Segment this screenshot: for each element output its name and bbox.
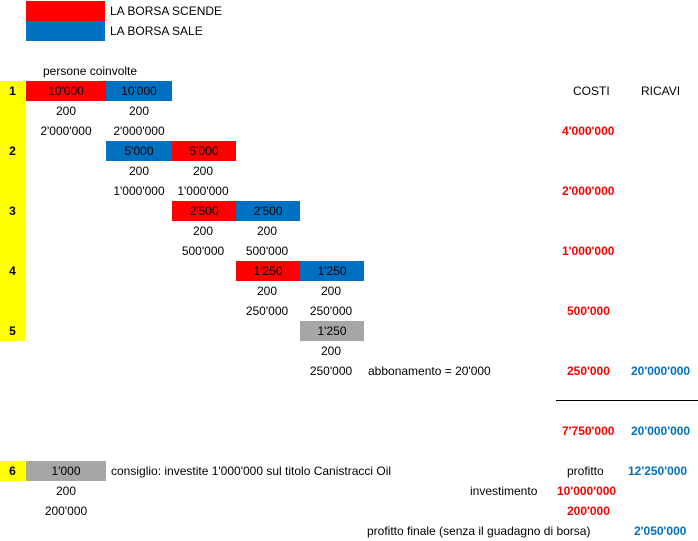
row4-amount-a: 250'000 <box>245 304 289 318</box>
row6-neutral-cell: 1'000 <box>26 461 106 481</box>
row3-count-b: 200 <box>256 224 278 238</box>
row2-count-b: 200 <box>192 164 214 178</box>
row-marker-column <box>0 81 25 341</box>
row4-amount-b: 250'000 <box>309 304 353 318</box>
investment-value: 10'000'000 <box>557 484 617 498</box>
row2-amount-b: 1'000'000 <box>177 184 229 198</box>
extra-cost: 200'000 <box>567 504 610 518</box>
row4-up-cell: 1'250 <box>300 261 364 281</box>
row4-down-cell: 1'250 <box>236 261 300 281</box>
costs-header: COSTI <box>573 84 610 98</box>
row-number-4: 4 <box>9 264 16 278</box>
revenue-header: RICAVI <box>641 84 681 98</box>
row5-amount-a: 250'000 <box>309 364 353 378</box>
row6-count-a: 200 <box>55 484 77 498</box>
row3-count-a: 200 <box>192 224 214 238</box>
row3-cost: 1'000'000 <box>562 244 615 258</box>
row1-amount-b: 2'000'000 <box>113 124 165 138</box>
legend-up-swatch <box>26 21 105 41</box>
row4-cost: 500'000 <box>567 304 610 318</box>
row1-down-cell: 10'000 <box>26 81 106 101</box>
profit-label: profitto <box>567 464 604 478</box>
row3-down-cell: 2'500 <box>172 201 236 221</box>
row2-down-cell: 5'000 <box>172 141 236 161</box>
row-number-5: 5 <box>9 324 16 338</box>
row2-count-a: 200 <box>128 164 150 178</box>
row1-cost: 4'000'000 <box>562 124 615 138</box>
profit-value: 12'250'000 <box>628 464 688 478</box>
row1-count-a: 200 <box>55 104 77 118</box>
row3-up-cell: 2'500 <box>236 201 300 221</box>
advice-note: consiglio: investite 1'000'000 sul titol… <box>111 464 392 478</box>
row5-count-a: 200 <box>320 344 342 358</box>
final-profit-label: profitto finale (senza il guadagno di bo… <box>367 524 591 538</box>
row2-amount-a: 1'000'000 <box>113 184 165 198</box>
legend-down-swatch <box>26 1 105 21</box>
row2-cost: 2'000'000 <box>562 184 615 198</box>
row4-count-a: 200 <box>256 284 278 298</box>
row1-count-b: 200 <box>128 104 150 118</box>
subscription-note: abbonamento = 20'000 <box>368 364 491 378</box>
row-number-3: 3 <box>9 204 16 218</box>
row-number-2: 2 <box>9 144 16 158</box>
row5-cost: 250'000 <box>567 364 610 378</box>
row3-amount-a: 500'000 <box>181 244 225 258</box>
row4-count-b: 200 <box>320 284 342 298</box>
people-involved-label: persone coinvolte <box>43 64 138 78</box>
final-profit-value: 2'050'000 <box>634 524 687 538</box>
row3-amount-b: 500'000 <box>245 244 289 258</box>
row1-up-cell: 10'000 <box>106 81 172 101</box>
cost-total: 7'750'000 <box>562 424 615 438</box>
row5-revenue: 20'000'000 <box>631 364 691 378</box>
investment-label: investimento <box>470 484 538 498</box>
legend-up-label: LA BORSA SALE <box>110 24 203 38</box>
row6-marker <box>0 461 25 481</box>
row5-neutral-cell: 1'250 <box>300 321 364 341</box>
row2-up-cell: 5'000 <box>106 141 172 161</box>
row1-amount-a: 2'000'000 <box>40 124 92 138</box>
row-number-6: 6 <box>9 464 16 478</box>
revenue-total: 20'000'000 <box>631 424 691 438</box>
row-number-1: 1 <box>9 84 16 98</box>
row6-amount-a: 200'000 <box>44 504 88 518</box>
legend-down-label: LA BORSA SCENDE <box>110 4 223 18</box>
totals-divider <box>556 400 698 401</box>
